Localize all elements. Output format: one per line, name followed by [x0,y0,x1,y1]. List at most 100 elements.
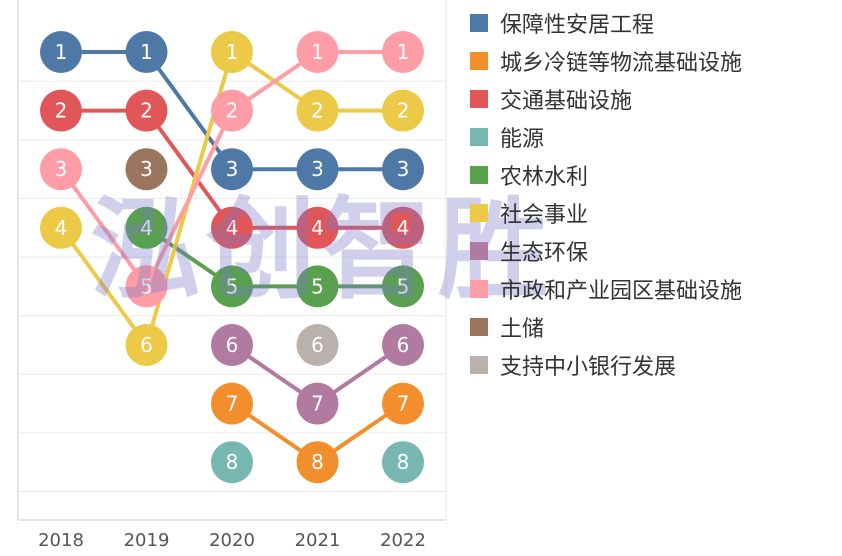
series-point: 2 [382,89,424,132]
point-rank-label: 4 [55,216,68,240]
legend-label: 保障性安居工程 [500,13,655,38]
legend-item: 能源 [470,118,830,156]
point-rank-label: 2 [226,99,239,123]
point-rank-label: 5 [397,274,410,298]
legend-swatch [470,14,488,32]
point-marker [296,148,339,191]
point-marker [382,89,424,132]
point-marker [125,324,168,366]
point-marker [211,441,253,484]
series-point: 2 [211,89,253,132]
legend-item: 市政和产业园区基础设施 [470,270,830,308]
point-marker [211,31,253,73]
point-marker [211,382,253,425]
series-line-segment [59,167,149,289]
series-point: 3 [40,148,82,191]
series-point: 5 [296,265,339,308]
series-point: 4 [296,206,339,249]
point-marker [382,206,424,249]
point-marker [211,89,253,132]
point-rank-label: 2 [140,99,153,123]
point-marker [40,31,82,73]
point-marker [296,382,339,425]
point-rank-label: 7 [226,392,239,416]
series-line-segment [144,50,234,172]
series-point: 6 [296,324,339,366]
x-tick-label: 2018 [38,530,84,551]
series-point: 4 [382,206,424,249]
series-point: 1 [382,31,424,73]
x-tick-label: 2021 [295,530,341,551]
legend-label: 生态环保 [500,241,589,266]
series-points: 1 1 3 3 3 7 8 7 2 2 4 4 4 8 8 4 5 5 5 4 6 1 2 2 6 7 6 3 5 2 1 1 3 6 [40,31,424,484]
point-marker [382,382,424,425]
point-rank-label: 1 [397,40,410,64]
legend-item: 农林水利 [470,156,830,194]
legend-swatch [470,52,488,70]
legend-swatch [470,90,488,108]
point-marker [296,441,339,484]
point-marker [382,148,424,191]
series-point: 7 [296,382,339,425]
legend-swatch [470,166,488,184]
point-marker [40,206,82,249]
point-marker [296,89,339,132]
series-point: 7 [211,382,253,425]
legend: 保障性安居工程城乡冷链等物流基础设施 交通基础设施能源农林水利社会事业生态环保市政… [470,4,830,384]
point-marker [211,206,253,249]
point-rank-label: 8 [226,450,239,474]
point-rank-label: 2 [55,99,68,123]
x-tick-label: 2020 [209,530,255,551]
legend-swatch [470,204,488,222]
point-marker [382,31,424,73]
series-point: 5 [382,265,424,308]
point-marker [125,148,168,191]
point-marker [125,265,168,308]
series-point: 6 [125,324,168,366]
point-rank-label: 1 [226,40,239,64]
legend-label: 城乡冷链等物流基础设施 [500,51,743,76]
legend-item: 社会事业 [470,194,830,232]
series-point: 7 [382,382,424,425]
legend-label: 交通基础设施 [500,89,633,114]
point-rank-label: 3 [55,157,68,181]
series-point: 1 [40,31,82,73]
legend-swatch [470,242,488,260]
series-point: 2 [40,89,82,132]
point-marker [211,324,253,366]
point-rank-label: 5 [226,274,239,298]
series-point: 1 [296,31,339,73]
legend-item: 支持中小银行发展 [470,346,830,384]
series-point: 8 [211,441,253,484]
point-rank-label: 6 [140,333,153,357]
x-tick-label: 2022 [380,530,426,551]
series-point: 5 [125,265,168,308]
point-rank-label: 4 [311,216,324,240]
legend-label: 土储 [500,317,545,342]
point-marker [125,31,168,73]
series-point: 4 [40,206,82,249]
legend-label: 农林水利 [500,165,589,190]
point-rank-label: 4 [397,216,410,240]
legend-swatch [470,280,488,298]
legend-item: 城乡冷链等物流基础设施 [470,42,830,80]
point-rank-label: 6 [226,333,239,357]
point-marker [211,148,253,191]
point-marker [296,31,339,73]
point-rank-label: 3 [226,157,239,181]
point-rank-label: 8 [397,450,410,474]
point-rank-label: 5 [311,274,324,298]
point-rank-label: 1 [311,40,324,64]
point-marker [125,89,168,132]
series-line-segment [144,108,234,289]
series-point: 2 [296,89,339,132]
point-rank-label: 4 [140,216,153,240]
point-marker [211,265,253,308]
point-marker [296,206,339,249]
point-rank-label: 1 [140,40,153,64]
legend-item: 保障性安居工程 [470,4,830,42]
series-point: 3 [382,148,424,191]
series-point: 6 [382,324,424,366]
point-rank-label: 2 [397,99,410,123]
